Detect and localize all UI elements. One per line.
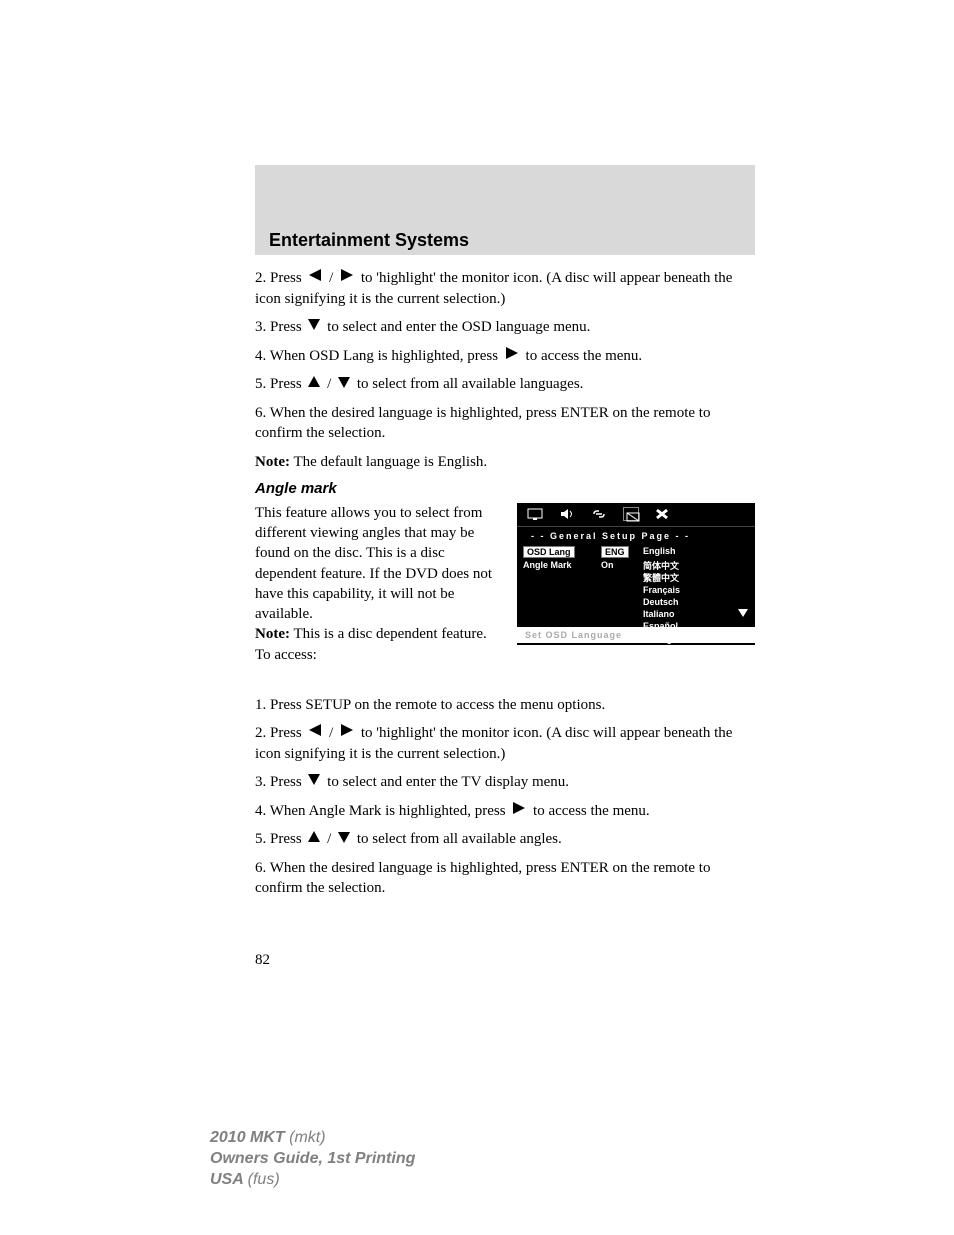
osd-cell: OSD Lang bbox=[523, 546, 575, 558]
text: to 'highlight' the monitor icon. (A disc… bbox=[255, 725, 732, 762]
text: 5. Press bbox=[255, 376, 305, 392]
text: 2. Press bbox=[255, 725, 305, 741]
down-arrow-icon bbox=[307, 317, 321, 337]
step-a2: 2. Press / to 'highlight' the monitor ic… bbox=[255, 268, 755, 309]
osd-tab-row bbox=[517, 503, 755, 527]
right-arrow-icon bbox=[504, 346, 520, 366]
text: to 'highlight' the monitor icon. (A disc… bbox=[255, 270, 732, 307]
note-label: Note: bbox=[255, 626, 290, 642]
note-a: Note: The default language is English. bbox=[255, 452, 755, 472]
text: to select from all available angles. bbox=[357, 831, 562, 847]
step-a4: 4. When OSD Lang is highlighted, press t… bbox=[255, 346, 755, 367]
step-b1: 1. Press SETUP on the remote to access t… bbox=[255, 695, 755, 715]
right-arrow-icon bbox=[511, 801, 527, 821]
down-arrow-icon bbox=[307, 772, 321, 792]
osd-status-bar: Set OSD Language bbox=[517, 627, 755, 643]
note-text: The default language is English. bbox=[290, 454, 487, 470]
section-title: Entertainment Systems bbox=[269, 230, 469, 251]
text: To access: bbox=[255, 647, 317, 663]
down-arrow-icon bbox=[337, 375, 351, 395]
body-content: 2. Press / to 'highlight' the monitor ic… bbox=[255, 268, 755, 907]
link-icon bbox=[591, 507, 607, 521]
speaker-icon bbox=[559, 507, 575, 521]
text: 4. When Angle Mark is highlighted, press bbox=[255, 803, 509, 819]
footer-line-1: 2010 MKT (mkt) bbox=[210, 1128, 415, 1149]
text: (fus) bbox=[248, 1171, 280, 1188]
right-arrow-icon bbox=[339, 268, 355, 288]
section-header: Entertainment Systems bbox=[255, 225, 755, 255]
step-a6: 6. When the desired language is highligh… bbox=[255, 403, 755, 444]
close-icon bbox=[655, 507, 671, 521]
footer-line-2: Owners Guide, 1st Printing bbox=[210, 1149, 415, 1170]
text: 3. Press bbox=[255, 319, 305, 335]
text: (mkt) bbox=[289, 1129, 325, 1146]
subheading-angle-mark: Angle mark bbox=[255, 480, 755, 497]
osd-screenshot: - - General Setup Page - - OSD Lang ENG … bbox=[517, 503, 755, 645]
step-b2: 2. Press / to 'highlight' the monitor ic… bbox=[255, 723, 755, 764]
note-label: Note: bbox=[255, 454, 290, 470]
step-b6: 6. When the desired language is highligh… bbox=[255, 858, 755, 899]
text: / bbox=[327, 831, 335, 847]
page-number: 82 bbox=[255, 952, 270, 969]
step-a5: 5. Press / to select from all available … bbox=[255, 374, 755, 395]
angle-intro-text: This feature allows you to select from d… bbox=[255, 503, 499, 665]
scroll-down-icon bbox=[737, 605, 749, 623]
text: to access the menu. bbox=[533, 803, 650, 819]
step-b4: 4. When Angle Mark is highlighted, press… bbox=[255, 801, 755, 822]
note-text: This is a disc dependent feature. bbox=[290, 626, 487, 642]
step-b5: 5. Press / to select from all available … bbox=[255, 829, 755, 850]
text: 4. When OSD Lang is highlighted, press bbox=[255, 348, 502, 364]
up-arrow-icon bbox=[307, 375, 321, 395]
screen-icon bbox=[623, 507, 639, 521]
text: to select and enter the OSD language men… bbox=[327, 319, 590, 335]
up-arrow-icon bbox=[307, 830, 321, 850]
text: USA bbox=[210, 1171, 248, 1188]
text: / bbox=[327, 376, 335, 392]
header-gray-block bbox=[255, 165, 755, 225]
text: / bbox=[329, 725, 337, 741]
osd-page-title: - - General Setup Page - - bbox=[517, 527, 755, 545]
text: / bbox=[329, 270, 337, 286]
text: This feature allows you to select from d… bbox=[255, 505, 492, 622]
text: to select and enter the TV display menu. bbox=[327, 774, 569, 790]
monitor-icon bbox=[527, 507, 543, 521]
text: to access the menu. bbox=[526, 348, 643, 364]
right-arrow-icon bbox=[339, 723, 355, 743]
text: 2010 MKT bbox=[210, 1129, 289, 1146]
left-arrow-icon bbox=[307, 723, 323, 743]
text: 2. Press bbox=[255, 270, 305, 286]
osd-cell: ENG bbox=[601, 546, 629, 558]
left-arrow-icon bbox=[307, 268, 323, 288]
osd-row-lang: OSD Lang ENG English bbox=[517, 545, 755, 559]
down-arrow-icon bbox=[337, 830, 351, 850]
osd-cell: English bbox=[643, 546, 755, 558]
text: 5. Press bbox=[255, 831, 305, 847]
footer-block: 2010 MKT (mkt) Owners Guide, 1st Printin… bbox=[210, 1128, 415, 1190]
step-a3: 3. Press to select and enter the OSD lan… bbox=[255, 317, 755, 338]
footer-line-3: USA (fus) bbox=[210, 1170, 415, 1191]
text: to select from all available languages. bbox=[357, 376, 584, 392]
text: 3. Press bbox=[255, 774, 305, 790]
step-b3: 3. Press to select and enter the TV disp… bbox=[255, 772, 755, 793]
angle-intro-row: This feature allows you to select from d… bbox=[255, 503, 755, 665]
